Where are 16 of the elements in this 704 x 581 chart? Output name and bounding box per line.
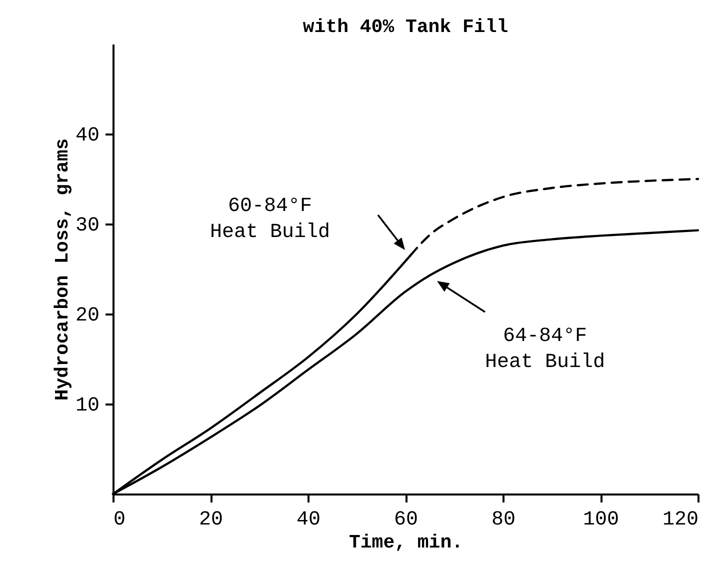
y-tick-label: 30 [75,214,100,238]
annotation: 60-84°F Heat Build [210,195,330,244]
chart-title: with 40% Tank Fill [302,16,508,38]
y-tick-label: 20 [75,304,100,328]
x-tick-label: 100 [582,508,620,532]
x-tick-label: 20 [198,508,224,532]
x-axis-title: Time, min. [348,532,464,554]
annotation: 64-84°F Heat Build [484,325,606,374]
x-tick-label: 60 [394,508,418,532]
x-tick-label: 80 [491,508,516,532]
x-tick-label: 0 [114,508,126,532]
y-tick-label: 40 [75,124,100,148]
x-tick-label: 120 [662,508,698,532]
x-tick-label: 40 [296,508,321,532]
y-tick-label: 10 [75,394,100,418]
y-axis-title: Hydrocarbon Loss, grams [51,138,74,401]
